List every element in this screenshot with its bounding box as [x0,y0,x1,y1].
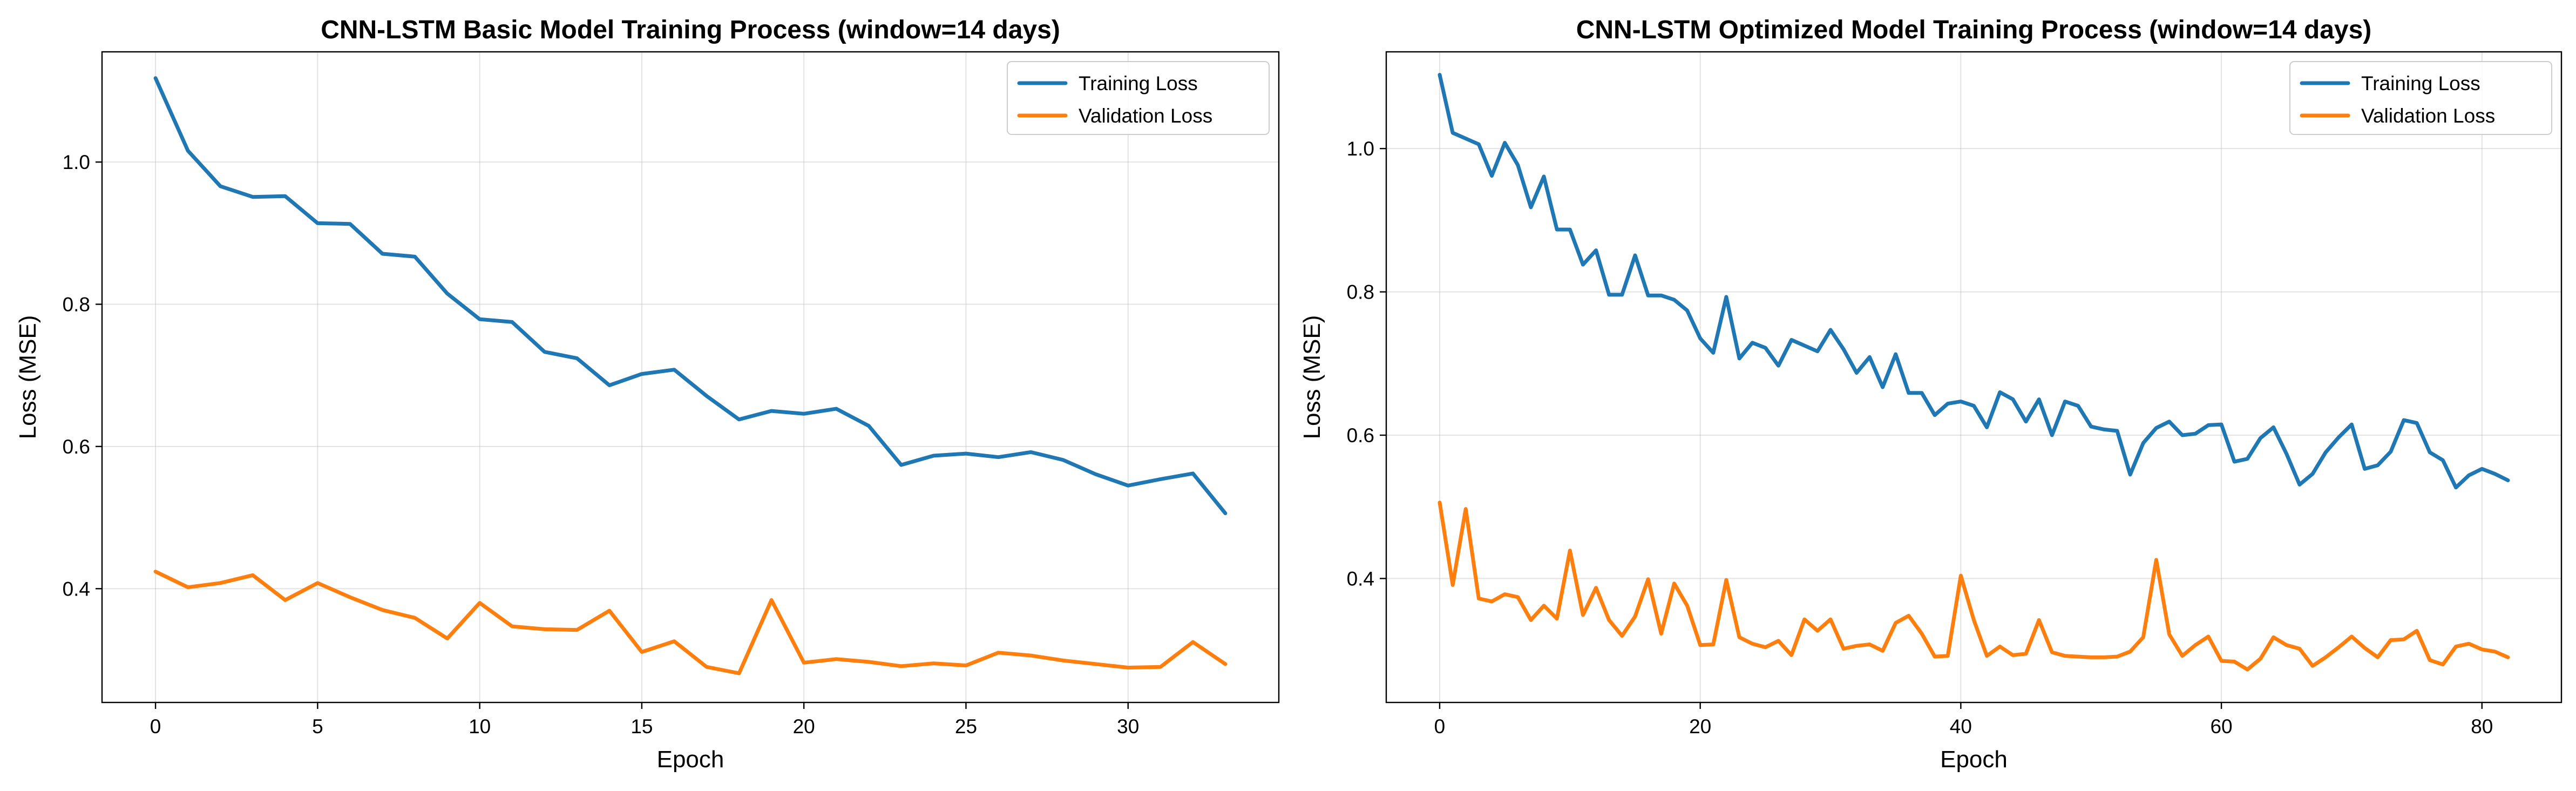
axes-frame [1385,51,2563,704]
y-axis-label: Loss (MSE) [1299,315,1325,440]
x-tick-label: 25 [955,715,977,738]
y-tick-label: 0.8 [63,294,90,316]
series-line-validation-loss [153,570,1228,675]
x-tick-label: 20 [793,715,815,738]
legend-entry: Training Loss [1079,72,1198,94]
chart-title: CNN-LSTM Basic Model Training Process (w… [321,16,1060,44]
x-tick-label: 0 [150,715,161,738]
basic-chart: 0 5 10 15 20 25 30 0.4 0.6 0.8 1.0 CNN-LSTM Basic M… [15,16,1280,773]
x-tick-label: 20 [1689,715,1711,738]
optimized-chart: 0 20 40 60 80 0.4 0.6 0.8 1.0 CNN-LSTM Optimized … [1299,16,2563,773]
series-line-training-loss [1438,73,2510,490]
series-line-validation-loss [1438,501,2510,672]
series-line-training-loss [153,76,1228,516]
x-axis-label: Epoch [1940,746,2008,773]
x-tick-label: 60 [2210,715,2232,738]
legend-entry: Training Loss [2361,72,2480,94]
legend: Training Loss Validation Loss [2289,61,2552,135]
legend-entry: Validation Loss [2361,105,2495,127]
y-axis-label: Loss (MSE) [15,315,41,440]
x-tick-label: 30 [1117,715,1139,738]
legend-box [2289,61,2552,135]
y-tick-label: 0.6 [63,436,90,458]
x-tick-label: 40 [1950,715,1972,738]
x-tick-label: 15 [631,715,653,738]
x-tick-label: 0 [1434,715,1446,738]
y-tick-label: 0.4 [1347,567,1374,590]
y-tick-label: 1.0 [63,151,90,173]
axes-frame [101,51,1280,704]
y-tick-label: 0.8 [1347,281,1374,303]
x-axis-label: Epoch [657,746,724,773]
x-tick-label: 80 [2471,715,2493,738]
legend-box [1007,61,1270,135]
x-tick-label: 5 [312,715,323,738]
y-tick-label: 1.0 [1347,138,1374,160]
y-tick-label: 0.4 [63,578,90,600]
legend-entry: Validation Loss [1079,105,1212,127]
y-tick-label: 0.6 [1347,424,1374,447]
chart-title: CNN-LSTM Optimized Model Training Proces… [1576,16,2372,44]
x-tick-label: 10 [469,715,491,738]
legend: Training Loss Validation Loss [1007,61,1270,135]
